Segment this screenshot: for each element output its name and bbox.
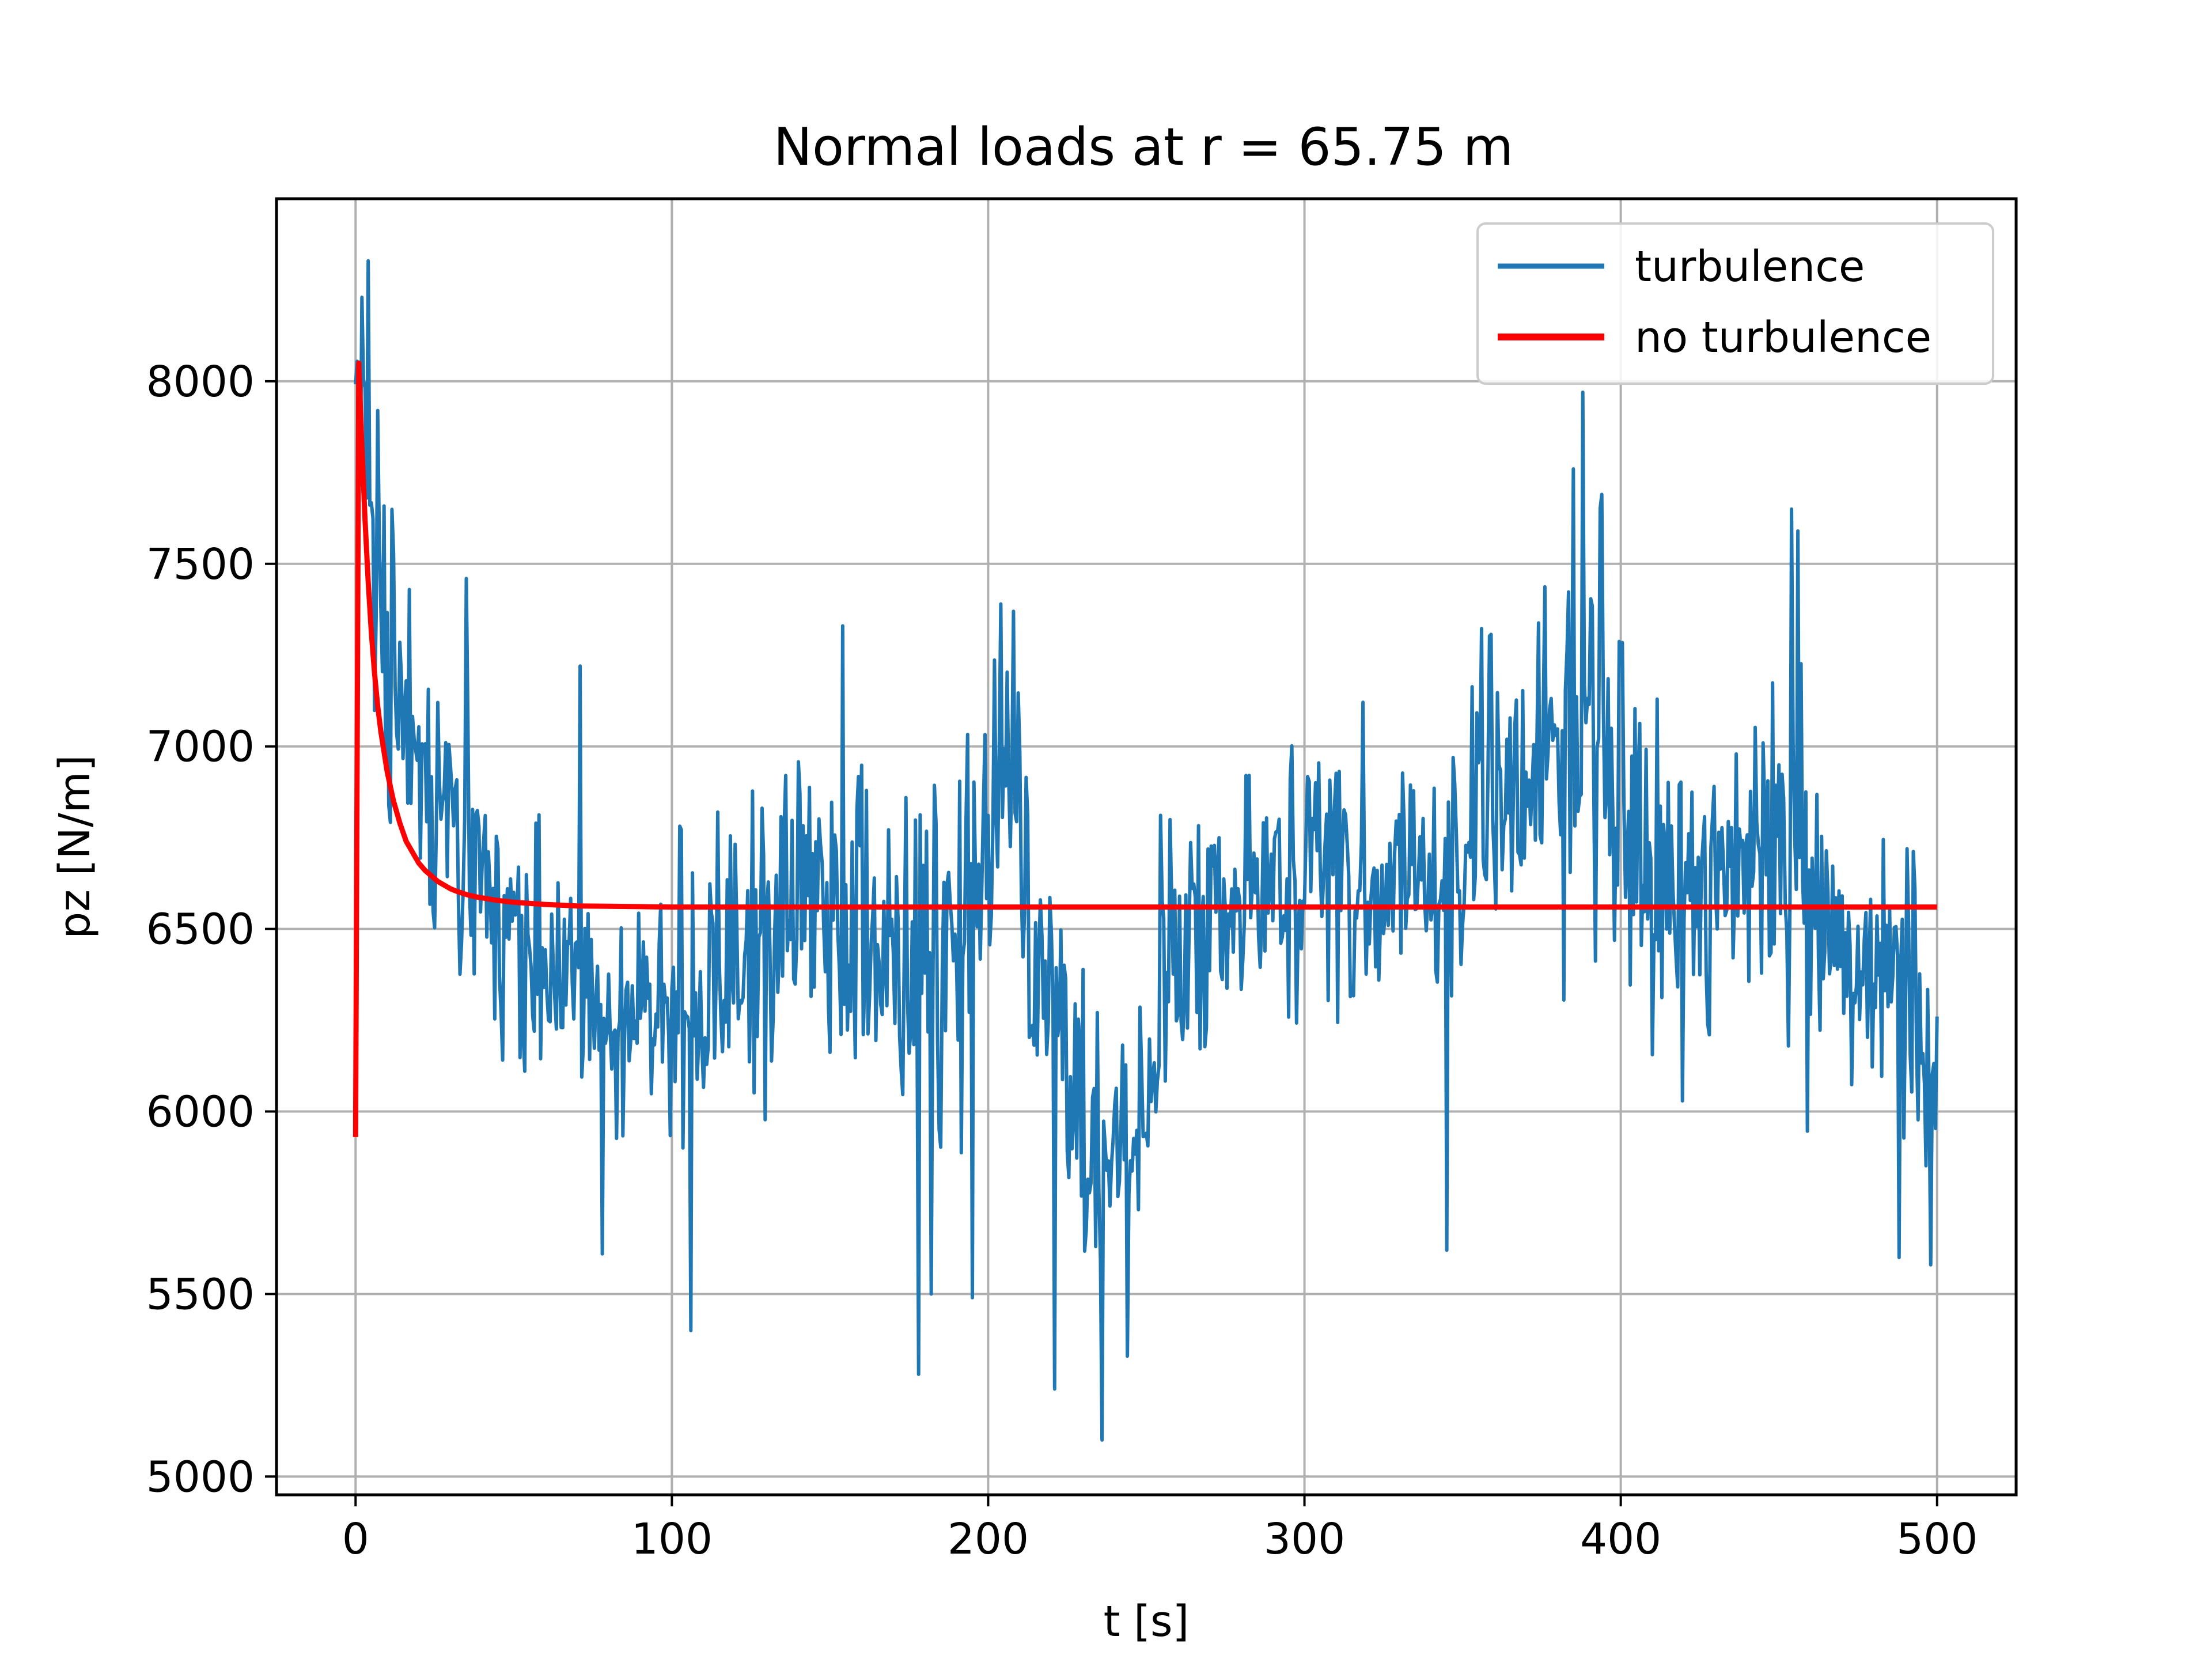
- legend-box: [1476, 222, 1994, 385]
- axis-ticks: 0 100 200 300 400 500 5000 5500 6000 6500 7000 7500…: [146, 357, 1978, 1564]
- y-tick-label: 6500: [146, 905, 255, 955]
- y-axis-label: pz [N/m]: [50, 755, 100, 938]
- y-tick-label: 7000: [146, 722, 255, 772]
- legend: turbulence no turbulence: [1476, 222, 1994, 385]
- x-axis-label: t [s]: [1104, 1597, 1190, 1646]
- x-tick-label: 100: [631, 1514, 713, 1564]
- x-tick-label: 300: [1264, 1514, 1345, 1564]
- legend-turbulence-label: turbulence: [1635, 242, 1865, 291]
- x-tick-label: 500: [1896, 1514, 1978, 1564]
- y-tick-label: 7500: [146, 540, 255, 589]
- legend-no-turbulence-label: no turbulence: [1635, 313, 1931, 362]
- x-tick-label: 400: [1580, 1514, 1661, 1564]
- chart-title: Normal loads at r = 65.75 m: [774, 117, 1514, 177]
- series-line-no-turbulence: [353, 360, 1937, 1137]
- y-tick-label: 5000: [146, 1452, 255, 1502]
- y-tick-label: 8000: [146, 357, 255, 407]
- x-tick-label: 0: [342, 1514, 369, 1564]
- y-tick-label: 6000: [146, 1088, 255, 1137]
- series-layer: [353, 259, 1939, 1442]
- series-line-turbulence: [354, 259, 1939, 1442]
- axes-frame: [275, 197, 2018, 1497]
- y-tick-label: 5500: [146, 1270, 255, 1319]
- x-tick-label: 200: [948, 1514, 1029, 1564]
